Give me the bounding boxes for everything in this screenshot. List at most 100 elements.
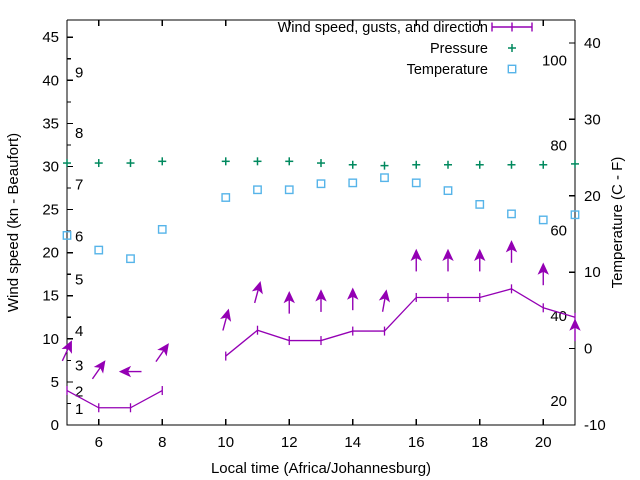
y-tick-label: 30 [42,158,59,175]
fahrenheit-label: 60 [550,222,567,239]
pressure-point [444,160,452,169]
gust-arrow [283,290,295,314]
y2-tick-label: -10 [584,417,606,434]
x-tick-label: 14 [344,434,361,451]
gust-arrow-series [61,240,581,380]
x-tick-label: 6 [95,434,103,451]
fahrenheit-label: 80 [550,138,567,155]
temperature-point [348,178,358,188]
fahrenheit-label: 40 [550,308,567,325]
x-axis-title: Local time (Africa/Johannesburg) [211,460,431,477]
pressure-point [507,160,516,169]
gust-arrow [474,248,486,272]
legend-marker-square [507,64,517,74]
gust-arrow [251,281,263,304]
y2-tick-label: 20 [584,188,601,205]
legend-label-2: Temperature [407,62,488,78]
y2-tick-label: 40 [584,35,601,52]
pressure-point [63,159,71,168]
pressure-point [571,159,579,168]
gust-arrow [442,248,454,272]
beaufort-label: 5 [75,272,83,289]
y-tick-label: 40 [42,72,59,89]
beaufort-label: 9 [75,65,83,82]
y-tick-label: 5 [51,374,59,391]
beaufort-label: 8 [75,125,83,142]
y2-axis-title: Temperature (C - F) [609,157,626,289]
pressure-point [253,157,262,166]
beaufort-label: 7 [75,177,83,194]
wind-speed-line [66,389,163,409]
temperature-point [411,178,421,188]
gust-arrow [505,240,518,263]
temperature-point [284,185,294,195]
gust-arrow [315,289,327,312]
wind-speed-line [225,288,576,357]
temperature-point [443,186,453,196]
gust-arrow [118,365,142,378]
temperature-point [380,173,389,183]
legend-label-0: Wind speed, gusts, and direction [278,20,488,36]
gust-arrow [155,343,169,363]
beaufort-label: 2 [75,384,83,401]
gust-arrow [347,287,359,311]
y-tick-label: 35 [42,115,59,132]
x-tick-label: 12 [281,434,298,451]
y-tick-label: 20 [42,245,59,262]
fahrenheit-label: 20 [550,393,567,410]
temperature-point [538,215,548,225]
pressure-point [221,157,230,166]
temperature-point [475,200,485,209]
plot-border [66,20,576,426]
pressure-point [539,160,548,169]
fahrenheit-label: 100 [542,53,567,70]
gust-arrow [91,360,106,380]
temperature-point [221,193,231,202]
y-tick-label: 0 [51,417,59,434]
gust-arrow [220,308,232,331]
temperature-series [62,173,580,264]
temperature-point [253,185,262,195]
beaufort-label: 4 [75,323,83,340]
beaufort-label: 1 [75,401,83,418]
gust-arrow [537,262,549,286]
y-axis-title: Wind speed (kn - Beaufort) [5,133,22,312]
pressure-point [94,159,103,168]
y2-tick-label: 0 [584,341,592,358]
gust-arrow [61,340,72,362]
y-tick-label: 15 [42,288,59,305]
gust-arrow [569,318,581,342]
beaufort-label: 3 [75,358,83,375]
x-tick-label: 20 [535,434,552,451]
pressure-point [475,160,484,169]
gust-arrow [378,289,391,312]
pressure-point [380,161,389,170]
y2-tick-label: 30 [584,111,601,128]
x-tick-label: 8 [158,434,166,451]
pressure-series [63,157,579,170]
x-tick-label: 10 [217,434,234,451]
pressure-point [412,160,421,169]
legend-label-1: Pressure [430,41,488,57]
pressure-point [158,157,167,166]
x-tick-label: 16 [408,434,425,451]
y-tick-label: 10 [42,331,59,348]
y-tick-label: 25 [42,202,59,219]
beaufort-label: 6 [75,228,83,245]
pressure-point [285,157,294,166]
pressure-point [126,159,135,168]
temperature-point [507,209,516,219]
y2-tick-label: 10 [584,264,601,281]
pressure-point [348,160,357,169]
temperature-point [316,179,326,189]
pressure-point [317,159,325,168]
temperature-point [126,254,135,264]
x-tick-label: 18 [471,434,488,451]
y-tick-label: 45 [42,29,59,46]
temperature-point [94,245,104,255]
temperature-point [157,224,167,234]
temperature-point [570,210,580,220]
gust-arrow [410,248,422,272]
